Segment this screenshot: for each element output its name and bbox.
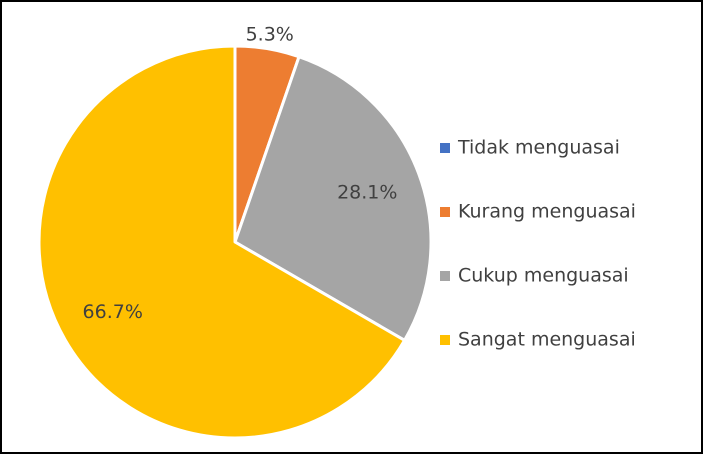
- legend-swatch: [440, 271, 450, 281]
- legend-swatch: [440, 335, 450, 345]
- legend: Tidak menguasai Kurang menguasai Cukup men…: [440, 137, 636, 351]
- legend-label: Sangat menguasai: [458, 329, 636, 351]
- data-label: 5.3%: [246, 24, 294, 46]
- legend-label: Kurang menguasai: [458, 201, 636, 223]
- legend-label: Tidak menguasai: [457, 137, 620, 159]
- pie: [37, 44, 433, 440]
- legend-swatch: [440, 207, 450, 217]
- pie-slice: [37, 44, 407, 440]
- data-label: 66.7%: [83, 301, 143, 323]
- legend-swatch: [440, 143, 450, 153]
- data-label: 28.1%: [337, 181, 397, 203]
- legend-label: Cukup menguasai: [458, 265, 629, 287]
